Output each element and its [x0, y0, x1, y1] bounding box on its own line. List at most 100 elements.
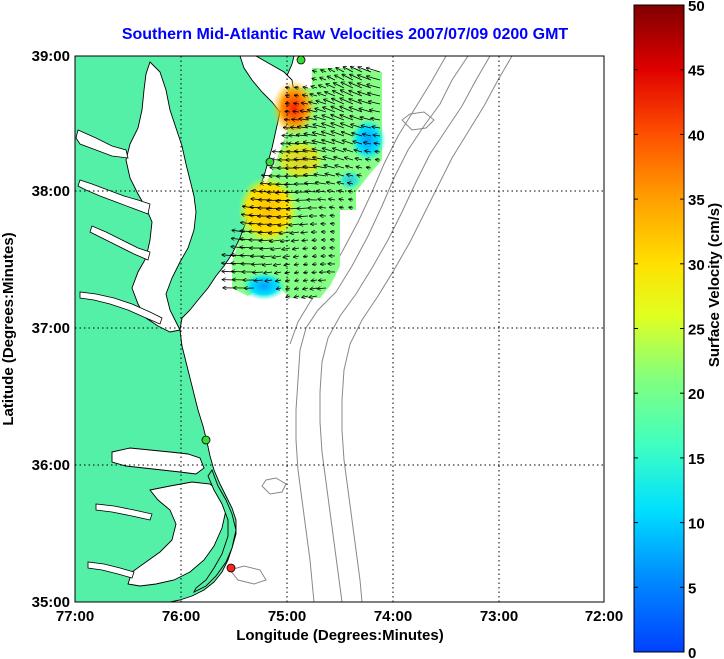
velocity-vector: [367, 68, 381, 73]
velocity-vector: [349, 199, 354, 200]
velocity-vector: [366, 159, 372, 160]
colorbar-tick-label: 5: [688, 580, 696, 597]
velocity-vector: [301, 232, 309, 233]
velocity-vector: [272, 256, 282, 258]
velocity-vector: [295, 264, 300, 265]
velocity-vector: [329, 199, 336, 200]
velocity-vector: [356, 158, 363, 160]
station-marker-red: [226, 563, 236, 573]
velocity-vector: [319, 280, 327, 281]
colorbar: 50 45 40 35 30 25 20 15 10 5 0 Surface V…: [633, 0, 723, 659]
velocity-vector: [349, 91, 363, 97]
velocity-vector: [293, 111, 300, 112]
velocity-vector: [313, 133, 327, 137]
velocity-vector: [295, 280, 300, 281]
bathymetry-contours: [229, 56, 513, 602]
colorbar-tick-label: 35: [688, 192, 705, 209]
velocity-vector: [274, 264, 282, 265]
velocity-vector: [341, 90, 354, 97]
velocity-vector: [293, 248, 300, 249]
james-river: [79, 291, 163, 325]
velocity-vector: [347, 174, 354, 176]
velocity-vector: [312, 280, 318, 281]
pamlico-river: [95, 503, 153, 521]
velocity-vector: [286, 104, 291, 105]
potomac-river: [77, 179, 151, 215]
velocity-vector: [336, 174, 345, 176]
velocity-vector: [275, 272, 282, 273]
velocity-vector: [295, 95, 300, 96]
velocity-vector: [285, 112, 291, 113]
colorbar-tick-label: 25: [688, 322, 705, 339]
velocity-vector: [341, 123, 354, 129]
velocity-vector: [304, 280, 309, 281]
velocity-vector: [309, 102, 318, 104]
velocity-vector: [295, 272, 300, 273]
velocity-vector: [322, 123, 336, 129]
colorbar-tick-label: 30: [688, 257, 705, 274]
velocity-vector: [346, 166, 354, 168]
velocity-vector: [334, 83, 345, 89]
velocity-vector: [254, 280, 264, 281]
rappahannock-river: [89, 225, 151, 261]
velocity-vector: [339, 199, 345, 200]
x-tick-label: 74:00: [374, 608, 412, 625]
velocity-vectors: [222, 67, 381, 298]
velocity-vector: [304, 264, 309, 265]
velocity-vector: [261, 256, 273, 257]
velocity-vector: [335, 75, 345, 81]
velocity-vector: [286, 87, 291, 88]
velocity-vector: [373, 135, 381, 136]
velocity-vector: [372, 127, 381, 128]
velocity-vector: [304, 272, 309, 273]
velocity-vector: [358, 75, 372, 81]
velocity-vector: [305, 126, 318, 129]
y-tick-label: 37:00: [32, 320, 70, 337]
velocity-vector: [345, 158, 354, 161]
velocity-vector: [367, 85, 381, 89]
velocity-vector: [353, 141, 363, 145]
velocity-vector: [280, 232, 291, 234]
velocity-vector: [318, 288, 327, 289]
velocity-vector: [271, 248, 282, 250]
velocity-vector: [292, 119, 300, 120]
velocity-vector: [303, 288, 309, 289]
velocity-vector: [281, 240, 291, 242]
velocity-vector: [311, 86, 318, 88]
upper-bay-branch: [75, 129, 129, 159]
velocity-vector: [322, 140, 336, 145]
velocity-vector: [340, 98, 354, 105]
velocity-vector: [303, 150, 318, 152]
velocity-vector: [371, 118, 381, 120]
velocity-vector: [322, 132, 336, 137]
velocity-vector: [375, 151, 381, 152]
velocity-vector: [327, 182, 336, 184]
velocity-vector: [324, 99, 336, 105]
velocity-vector: [303, 248, 309, 249]
velocity-vector: [349, 83, 363, 89]
velocity-vector: [335, 165, 345, 169]
x-tick-label: 77:00: [56, 608, 94, 625]
x-tick-label: 76:00: [162, 608, 200, 625]
y-tick-label: 38:00: [32, 183, 70, 200]
velocity-cool-patch: [338, 170, 362, 190]
station-marker: [201, 435, 211, 445]
velocity-vector: [252, 264, 264, 265]
velocity-vector: [323, 107, 336, 113]
velocity-vector: [350, 75, 363, 81]
y-axis-label: Latitude (Degrees:Minutes): [0, 232, 17, 425]
velocity-vector: [316, 101, 327, 105]
colorbar-tick-label: 50: [688, 0, 705, 15]
velocity-cool-east: [350, 118, 386, 162]
colorbar-tick-label: 0: [688, 645, 696, 659]
velocity-vector: [329, 69, 336, 73]
velocity-vector: [342, 75, 354, 81]
colorbar-tick-label: 20: [688, 386, 705, 403]
station-marker: [296, 56, 306, 65]
velocity-vector: [306, 118, 318, 121]
velocity-vector: [313, 124, 327, 129]
velocity-vector: [351, 124, 363, 129]
velocity-vector: [325, 92, 336, 97]
velocity-vector: [288, 216, 300, 217]
velocity-vector: [326, 84, 336, 89]
